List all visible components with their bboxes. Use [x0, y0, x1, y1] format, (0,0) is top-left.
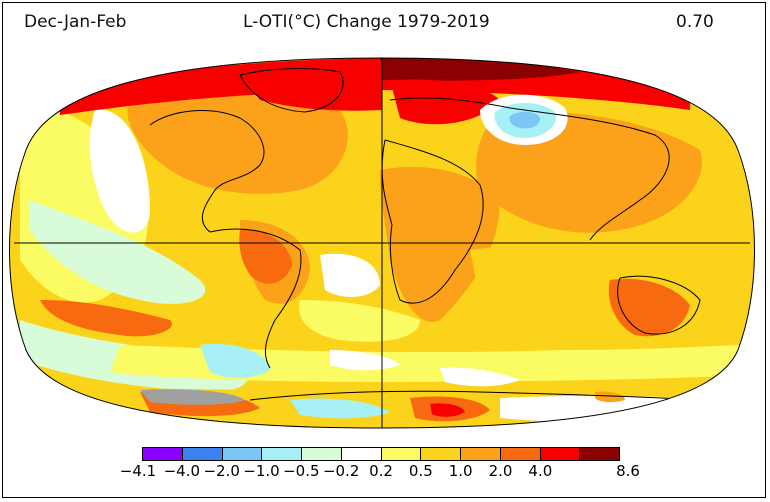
- legend-tick-label: 2.0: [488, 462, 513, 480]
- legend-swatch: [580, 448, 619, 460]
- global-mean-value: 0.70: [676, 12, 714, 32]
- coast-antarctica: [249, 390, 701, 401]
- map-title: L-OTI(°C) Change 1979-2019: [243, 12, 490, 32]
- coastlines: [149, 67, 701, 401]
- coast-australia: [617, 275, 701, 335]
- legend-swatch: [421, 448, 461, 460]
- coast-north-america: [149, 110, 265, 233]
- field-antarctica-red: [430, 403, 465, 417]
- legend-swatch: [381, 448, 422, 460]
- field-drake-cyan: [200, 344, 270, 378]
- legend-tick-label: 0.5: [408, 462, 433, 480]
- field-south-atlantic-yellow: [299, 300, 420, 342]
- coast-africa: [381, 139, 484, 304]
- field-antarctica-cyan: [290, 398, 390, 419]
- legend-tick-label: −2.0: [203, 462, 240, 480]
- legend-swatch: [500, 448, 541, 460]
- anomaly-fields: [9, 58, 755, 428]
- field-pacific-green: [30, 200, 206, 304]
- season-label: Dec-Jan-Feb: [24, 12, 127, 32]
- coast-south-america: [209, 228, 302, 369]
- legend-tick-label: −0.5: [283, 462, 320, 480]
- legend-tick-label: 4.0: [528, 462, 553, 480]
- field-pacific-white: [89, 109, 150, 233]
- color-legend: [142, 447, 620, 461]
- legend-swatch: [461, 448, 501, 460]
- legend-tick-label: 8.6: [616, 462, 640, 480]
- legend-swatch: [341, 448, 382, 460]
- field-africa-orange: [380, 166, 500, 322]
- legend-tick-label: −4.1: [119, 462, 157, 480]
- legend-tick-label: 1.0: [448, 462, 473, 480]
- field-south-pacific-orange: [40, 300, 172, 337]
- legend-swatch: [182, 448, 223, 460]
- field-atlantic-white: [320, 253, 380, 297]
- field-siberia-blue: [509, 111, 540, 129]
- field-antarctica-orange-spot: [595, 391, 625, 403]
- legend-swatch: [540, 448, 581, 460]
- coast-eurasia: [389, 97, 670, 241]
- legend-tick-label: −0.2: [322, 462, 360, 480]
- legend-swatch: [262, 448, 302, 460]
- field-southern-ocean-yellow: [110, 345, 750, 382]
- legend-swatch: [302, 448, 342, 460]
- legend-tick-labels: −4.1 −4.0 −2.0 −1.0 −0.5 −0.2 0.2 0.5 1.0 2.0 4.0 8…: [0, 462, 770, 484]
- legend-swatch: [222, 448, 263, 460]
- legend-swatch: [143, 448, 183, 460]
- field-antarctica-missing-grey: [140, 389, 245, 405]
- field-indian-southern-white: [440, 367, 520, 387]
- legend-tick-label: 0.2: [369, 462, 393, 480]
- coast-greenland: [239, 67, 344, 113]
- legend-tick-label: −1.0: [243, 462, 280, 480]
- field-greenland-red: [240, 60, 382, 111]
- field-arctic-darkred: [380, 58, 580, 81]
- legend-tick-label: −4.0: [163, 462, 201, 480]
- field-europe-red: [390, 79, 500, 125]
- field-north-america: [127, 93, 348, 194]
